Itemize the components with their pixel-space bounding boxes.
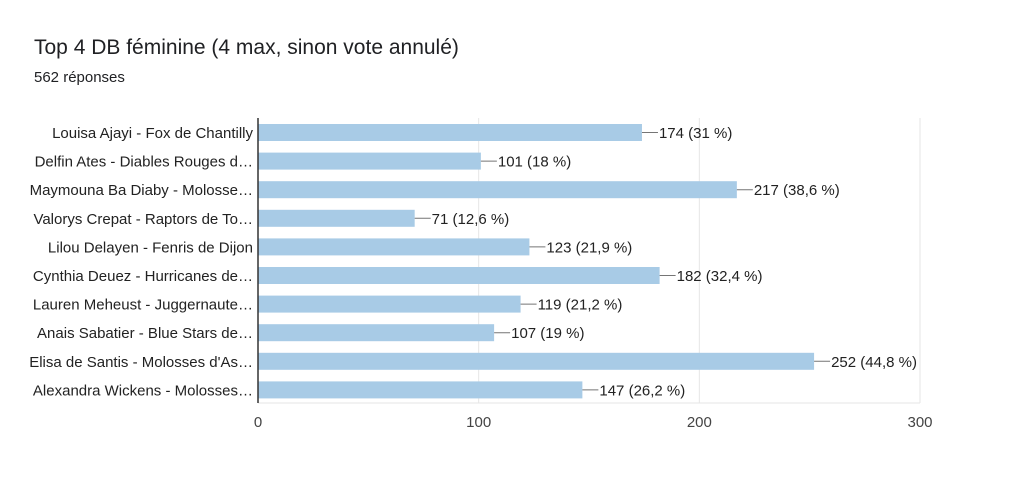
bar: [258, 238, 530, 256]
category-label: Louisa Ajayi - Fox de Chantilly: [52, 125, 253, 142]
data-label: 119 (21,2 %): [538, 297, 623, 314]
category-label: Elisa de Santis - Molosses d'As…: [29, 354, 253, 371]
x-tick-label: 100: [466, 414, 491, 431]
category-label: Alexandra Wickens - Molosses…: [33, 382, 253, 399]
data-label: 123 (21,9 %): [546, 239, 632, 256]
bar: [258, 152, 481, 170]
data-label: 101 (18 %): [498, 154, 571, 171]
category-label: Lauren Meheust - Juggernaute…: [33, 297, 253, 314]
category-label: Lilou Delayen - Fenris de Dijon: [48, 239, 253, 256]
bar: [258, 181, 737, 199]
category-label: Delfin Ates - Diables Rouges d…: [35, 154, 253, 171]
bar: [258, 295, 521, 313]
category-label: Cynthia Deuez - Hurricanes de…: [33, 268, 253, 285]
chart-title: Top 4 DB féminine (4 max, sinon vote ann…: [34, 36, 459, 59]
category-label: Anais Sabatier - Blue Stars de…: [37, 325, 253, 342]
response-count: 562 réponses: [34, 69, 125, 86]
bar: [258, 267, 660, 284]
data-label: 71 (12,6 %): [432, 211, 510, 228]
bar: [258, 209, 415, 227]
data-label: 217 (38,6 %): [754, 182, 840, 199]
data-label: 147 (26,2 %): [599, 382, 685, 399]
bars: [258, 124, 815, 399]
bar: [258, 124, 642, 141]
data-label: 174 (31 %): [659, 125, 732, 142]
bar: [258, 352, 815, 370]
value-labels: 174 (31 %) 101 (18 %) 217 (38,6 %) 71 (12,6…: [414, 125, 917, 399]
data-label: 252 (44,8 %): [831, 354, 917, 371]
data-label: 182 (32,4 %): [677, 268, 763, 285]
data-label: 107 (19 %): [511, 325, 584, 342]
axes: 0 100 200 300: [254, 118, 933, 431]
x-tick-label: 200: [687, 414, 712, 431]
category-label: Maymouna Ba Diaby - Molosse…: [30, 182, 253, 199]
x-tick-label: 0: [254, 414, 262, 431]
category-label: Valorys Crepat - Raptors de To…: [33, 211, 253, 228]
bar: [258, 381, 583, 399]
x-tick-label: 300: [907, 414, 932, 431]
category-labels: Louisa Ajayi - Fox de Chantilly Delfin At…: [29, 125, 253, 399]
bar: [258, 324, 495, 342]
